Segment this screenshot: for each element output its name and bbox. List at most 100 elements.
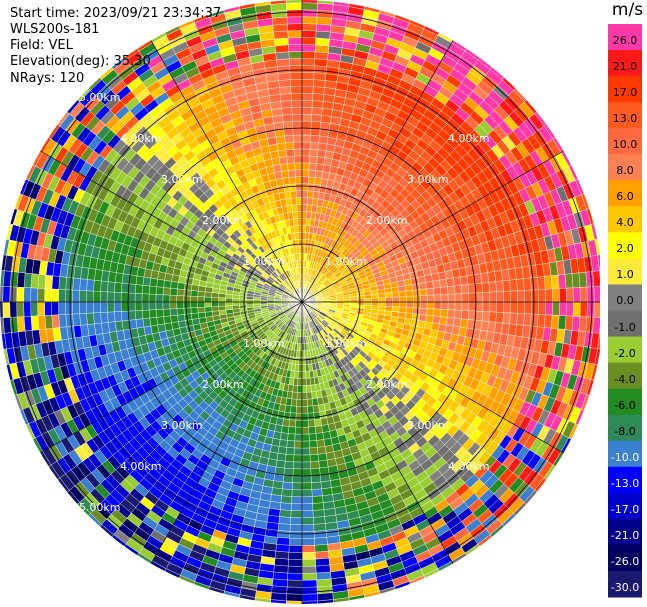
velocity-gate (510, 290, 518, 303)
velocity-gate (289, 524, 303, 532)
velocity-gate (301, 155, 310, 164)
velocity-gate (301, 572, 317, 581)
velocity-gate (418, 282, 427, 290)
velocity-gate (16, 443, 32, 463)
velocity-gate (117, 549, 136, 565)
velocity-gate (176, 301, 184, 309)
velocity-gate (377, 288, 386, 295)
velocity-gate (312, 404, 320, 413)
velocity-gate (308, 426, 316, 435)
velocity-gate (86, 301, 94, 314)
velocity-gate (446, 277, 455, 287)
velocity-gate (485, 42, 504, 59)
velocity-gate (93, 312, 102, 324)
velocity-gate (293, 447, 303, 456)
velocity-gate (253, 301, 261, 305)
velocity-gate (406, 296, 414, 303)
velocity-gate (316, 578, 332, 588)
velocity-gate (289, 538, 303, 546)
velocity-gate (51, 314, 60, 329)
velocity-gate (149, 277, 158, 287)
velocity-gate (274, 551, 290, 560)
velocity-gate (511, 63, 529, 81)
velocity-gate (301, 600, 319, 604)
velocity-gate (2, 413, 17, 433)
velocity-gate (301, 58, 315, 66)
velocity-gate (301, 399, 308, 407)
velocity-gate (398, 0, 417, 10)
velocity-gate (317, 453, 328, 462)
velocity-gate (301, 218, 307, 226)
velocity-gate (558, 454, 574, 473)
velocity-gate (37, 288, 45, 303)
velocity-gate (0, 381, 11, 400)
velocity-gate (301, 127, 312, 136)
velocity-gate (314, 51, 329, 60)
velocity-gate (141, 293, 150, 303)
velocity-gate (443, 572, 463, 588)
velocity-gate (311, 488, 323, 497)
velocity-gate (301, 552, 316, 560)
velocity-gate (426, 574, 445, 589)
velocity-gate (127, 292, 136, 303)
velocity-gate (371, 301, 379, 307)
velocity-gate (301, 190, 308, 198)
velocity-gate (272, 571, 288, 581)
velocity-gate (0, 398, 10, 417)
velocity-gate (301, 433, 310, 442)
velocity-gate (597, 365, 600, 384)
velocity-gate (313, 65, 327, 74)
velocity-gate (128, 283, 137, 294)
velocity-gate (301, 420, 309, 428)
velocity-gate (398, 306, 407, 314)
velocity-gate (301, 489, 313, 498)
velocity-gate (309, 141, 319, 150)
velocity-gate (587, 413, 600, 433)
velocity-gate (239, 301, 247, 306)
velocity-gate (72, 289, 80, 303)
velocity-gate (510, 301, 518, 314)
velocity-gate (454, 309, 463, 319)
velocity-gate (349, 601, 368, 604)
velocity-gate (169, 308, 178, 316)
velocity-gate (301, 378, 307, 386)
velocity-gate (86, 290, 94, 303)
velocity-gate (301, 16, 318, 25)
velocity-gate (472, 33, 491, 49)
velocity-gate (593, 286, 600, 303)
velocity-gate (120, 292, 129, 303)
velocity-gate (301, 30, 317, 39)
velocity-gate (586, 301, 595, 318)
velocity-gate (9, 411, 23, 430)
velocity-gate (413, 587, 433, 602)
velocity-gate (37, 274, 47, 289)
velocity-gate (16, 141, 32, 161)
velocity-gate (552, 301, 560, 316)
velocity-gate (176, 308, 185, 316)
velocity-gate (232, 305, 240, 310)
velocity-gate (301, 169, 310, 178)
velocity-gate (592, 270, 600, 287)
velocity-gate (534, 87, 552, 106)
velocity-gate (190, 296, 198, 303)
velocity-gate (412, 307, 421, 315)
velocity-gate (287, 433, 296, 442)
velocity-gate (218, 305, 227, 311)
velocity-gate (426, 301, 435, 310)
velocity-gate (396, 587, 415, 601)
velocity-gate (113, 555, 132, 571)
velocity-gate (307, 190, 314, 199)
velocity-gate (597, 220, 600, 239)
velocity-gate (357, 298, 365, 303)
velocity-gate (534, 498, 552, 517)
velocity-gate (572, 301, 581, 317)
velocity-gate (204, 301, 212, 308)
velocity-gate (142, 317, 151, 328)
velocity-gate (472, 555, 491, 571)
velocity-gate (0, 202, 5, 222)
velocity-gate (24, 127, 40, 146)
velocity-gate (121, 310, 130, 322)
velocity-gate (447, 285, 456, 295)
velocity-gate (551, 314, 560, 330)
velocity-gate (432, 279, 441, 289)
